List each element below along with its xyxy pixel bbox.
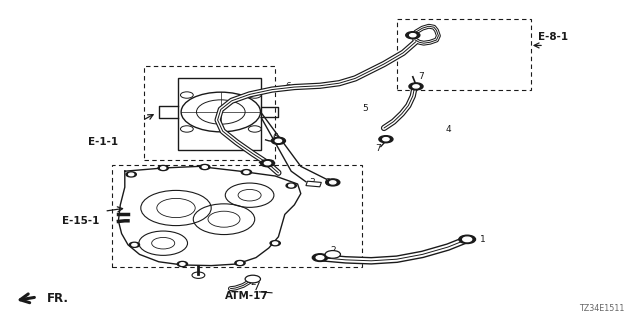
Circle shape <box>325 251 340 258</box>
Text: E-15-1: E-15-1 <box>62 216 99 226</box>
Circle shape <box>200 164 210 170</box>
Circle shape <box>158 165 168 171</box>
Text: 6c: 6c <box>324 178 335 187</box>
Text: FR.: FR. <box>47 292 68 305</box>
Circle shape <box>244 171 249 173</box>
Text: 6: 6 <box>273 133 278 142</box>
Bar <box>144 66 275 160</box>
Circle shape <box>286 183 296 188</box>
Circle shape <box>245 275 260 283</box>
Bar <box>397 19 531 90</box>
Text: E-1-1: E-1-1 <box>88 137 118 148</box>
Circle shape <box>161 167 166 169</box>
Circle shape <box>330 181 336 184</box>
Circle shape <box>463 237 472 242</box>
Circle shape <box>413 85 419 88</box>
Circle shape <box>202 166 207 168</box>
Circle shape <box>326 179 340 186</box>
Bar <box>306 181 321 187</box>
Circle shape <box>383 138 389 141</box>
Circle shape <box>241 170 252 175</box>
Circle shape <box>132 244 137 246</box>
Circle shape <box>237 262 243 264</box>
Text: 7: 7 <box>375 144 380 153</box>
Circle shape <box>264 162 271 165</box>
Text: 3: 3 <box>310 178 315 187</box>
Circle shape <box>126 172 136 177</box>
Text: 2: 2 <box>330 246 335 255</box>
Circle shape <box>275 139 282 142</box>
Circle shape <box>273 242 278 244</box>
Text: 4: 4 <box>445 125 451 134</box>
Circle shape <box>406 32 420 39</box>
Circle shape <box>459 235 476 244</box>
Circle shape <box>270 241 280 246</box>
Circle shape <box>312 254 328 261</box>
Circle shape <box>248 126 261 132</box>
Text: ATM-17: ATM-17 <box>225 291 268 301</box>
Circle shape <box>177 261 188 267</box>
Circle shape <box>410 34 416 37</box>
Text: 6: 6 <box>285 82 291 91</box>
Text: 7: 7 <box>419 72 424 81</box>
Text: 2: 2 <box>250 278 255 287</box>
Bar <box>112 165 362 267</box>
Text: TZ34E1511: TZ34E1511 <box>579 304 624 313</box>
Circle shape <box>235 260 245 266</box>
Circle shape <box>129 242 140 247</box>
Circle shape <box>409 83 423 90</box>
Circle shape <box>271 137 285 144</box>
Circle shape <box>260 160 275 167</box>
Circle shape <box>289 184 294 187</box>
Circle shape <box>180 126 193 132</box>
Circle shape <box>129 173 134 176</box>
Text: 5: 5 <box>362 104 367 113</box>
Text: 1: 1 <box>481 236 486 244</box>
Circle shape <box>180 92 193 98</box>
Circle shape <box>180 263 185 265</box>
Text: E-8-1: E-8-1 <box>538 32 568 42</box>
Circle shape <box>316 256 324 260</box>
Circle shape <box>379 136 393 143</box>
Circle shape <box>248 92 261 98</box>
Bar <box>178 78 261 150</box>
